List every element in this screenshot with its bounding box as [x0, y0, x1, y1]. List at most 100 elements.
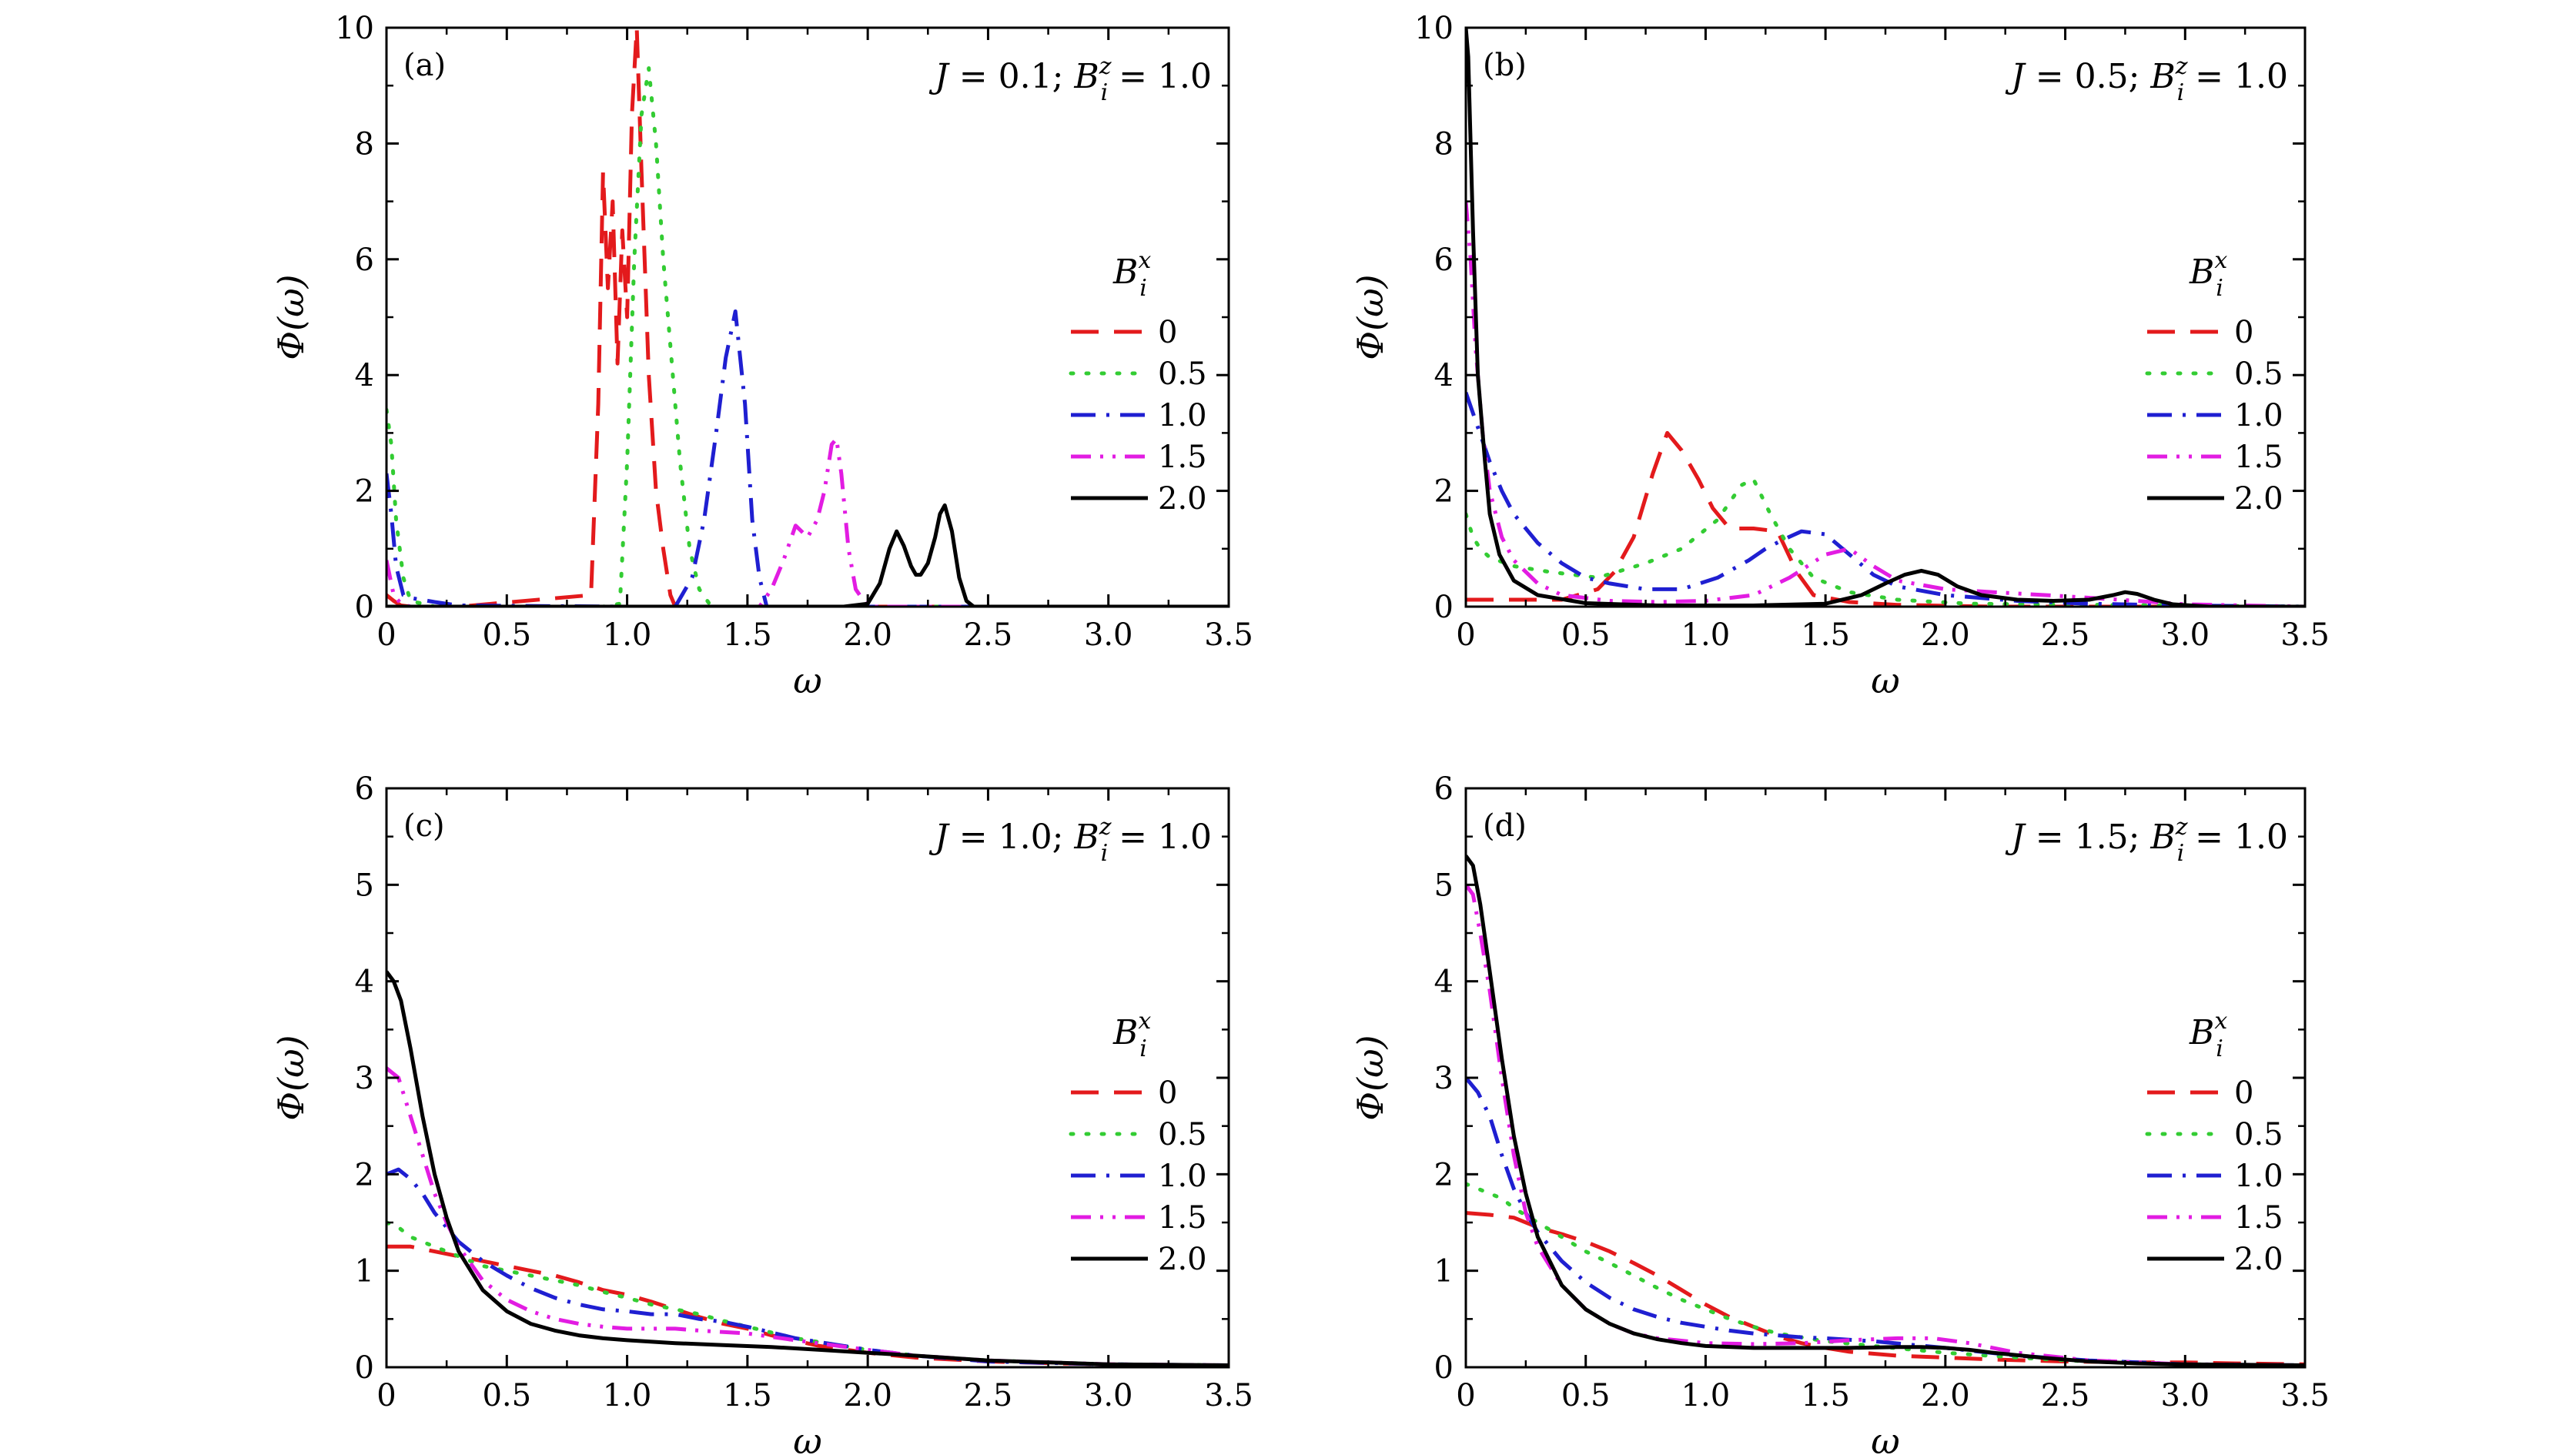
series-group	[386, 28, 1229, 607]
legend-label-1.5: 1.5	[1158, 440, 1207, 475]
legend-label-2.0: 2.0	[1158, 481, 1207, 517]
series-line-2.0	[1466, 855, 2305, 1367]
y-tick-label: 2	[1434, 474, 1454, 510]
series-line-0	[1466, 430, 2305, 607]
plot-frame	[1464, 787, 2307, 1369]
legend-label-1.0: 1.0	[1158, 398, 1207, 433]
y-tick-label: 2	[355, 474, 374, 510]
x-tick-label: 3.0	[2160, 617, 2210, 653]
legend-title: Bx i	[2189, 1008, 2227, 1062]
legend-title: Bx i	[2189, 247, 2227, 302]
y-tick-label: 10	[335, 11, 374, 46]
x-tick-label: 0.5	[482, 617, 531, 653]
legend-label-0.5: 0.5	[2234, 1117, 2283, 1152]
x-tick-label: 2.0	[843, 617, 892, 653]
chart-panel-3: 0 0.5 1.0 1.5 2.0 2.5 3.0 3.5 0 1 2 3 4 5 6 ω Φ(ω) (d) J =…	[1350, 771, 2330, 1455]
series-line-1.5	[1466, 883, 2305, 1367]
y-axis-label: Φ(ω)	[270, 1035, 312, 1120]
x-tick-label: 3.5	[2280, 1378, 2330, 1413]
legend-label-2.0: 2.0	[2234, 1242, 2283, 1277]
x-tick-label: 0.5	[1561, 617, 1611, 653]
legend: Bx i0 0.5 1.0 1.5 2.0	[1069, 247, 1207, 517]
series-line-1.0	[1466, 1076, 2305, 1367]
series-group	[1466, 855, 2305, 1367]
legend-title: Bx i	[1112, 1008, 1151, 1062]
y-tick-label: 5	[1434, 868, 1454, 903]
x-tick-label: 2.0	[1921, 1378, 1970, 1413]
chart-panel-2: 0 0.5 1.0 1.5 2.0 2.5 3.0 3.5 0 1 2 3 4 5 6 ω Φ(ω) (c) J =…	[270, 771, 1253, 1455]
x-tick-label: 3.5	[1204, 1378, 1253, 1413]
x-tick-label: 2.5	[964, 1378, 1013, 1413]
series-line-0	[386, 28, 1229, 607]
x-tick-label: 3.5	[1204, 617, 1253, 653]
x-tick-label: 0	[376, 617, 396, 653]
y-tick-label: 0	[1434, 1350, 1454, 1386]
series-line-1.0	[386, 1167, 1229, 1367]
x-tick-label: 1.0	[1681, 617, 1731, 653]
panel-label: (d)	[1483, 808, 1527, 844]
x-tick-label: 0	[1456, 617, 1475, 653]
legend-label-1.5: 1.5	[1158, 1200, 1207, 1236]
y-tick-label: 10	[1414, 11, 1454, 46]
y-tick-label: 6	[355, 771, 374, 807]
x-axis-label: ω	[793, 1420, 822, 1455]
series-group	[386, 970, 1229, 1367]
x-axis-label: ω	[793, 660, 822, 701]
panel-label: (c)	[403, 808, 445, 844]
parameter-annotation: J = 0.1; Bz i = 1.0	[928, 53, 1212, 106]
y-tick-label: 6	[355, 242, 374, 278]
series-line-1.5	[386, 436, 1229, 607]
legend-label-1.5: 1.5	[2234, 440, 2283, 475]
legend-label-0: 0	[1158, 1075, 1177, 1111]
y-tick-label: 4	[355, 965, 374, 1000]
legend-label-0.5: 0.5	[1158, 356, 1207, 392]
y-tick-label: 6	[1434, 242, 1454, 278]
panel-label: (b)	[1483, 48, 1527, 83]
x-axis-label: ω	[1871, 1420, 1900, 1455]
x-tick-label: 3.5	[2280, 617, 2330, 653]
panel-label: (a)	[403, 48, 446, 83]
legend-label-0: 0	[2234, 1075, 2253, 1111]
legend-label-0: 0	[1158, 315, 1177, 350]
legend-label-0: 0	[2234, 315, 2253, 350]
chart-panel-1: 0 0.5 1.0 1.5 2.0 2.5 3.0 3.5 0 2 4 6 8 10 ω Φ(ω) (b) J =…	[1350, 11, 2330, 701]
y-tick-label: 8	[355, 126, 374, 162]
legend-label-1.0: 1.0	[2234, 398, 2283, 433]
y-tick-label: 4	[355, 358, 374, 393]
y-tick-label: 4	[1434, 358, 1454, 393]
y-tick-label: 5	[355, 868, 374, 903]
x-tick-label: 0.5	[1561, 1378, 1611, 1413]
legend: Bx i0 0.5 1.0 1.5 2.0	[1069, 1008, 1207, 1277]
y-tick-label: 0	[355, 590, 374, 625]
series-line-2.0	[1466, 28, 2305, 607]
y-tick-label: 2	[355, 1157, 374, 1192]
y-tick-label: 1	[1434, 1254, 1454, 1289]
series-line-0.5	[386, 66, 1229, 607]
legend-label-1.5: 1.5	[2234, 1200, 2283, 1236]
series-line-2.0	[386, 503, 1229, 607]
series-line-0.5	[1466, 477, 2305, 607]
series-line-1.0	[1466, 391, 2305, 607]
legend: Bx i0 0.5 1.0 1.5 2.0	[2145, 247, 2283, 517]
legend-label-1.0: 1.0	[1158, 1159, 1207, 1194]
y-tick-label: 0	[1434, 590, 1454, 625]
x-tick-label: 2.5	[964, 617, 1013, 653]
parameter-annotation: J = 1.5; Bz i = 1.0	[2005, 814, 2288, 867]
parameter-annotation: J = 0.5; Bz i = 1.0	[2005, 53, 2288, 106]
x-tick-label: 2.5	[2041, 1378, 2090, 1413]
x-tick-label: 0.5	[482, 1378, 531, 1413]
y-tick-label: 3	[1434, 1061, 1454, 1096]
y-axis-label: Φ(ω)	[1350, 1035, 1391, 1120]
x-tick-label: 1.0	[1681, 1378, 1731, 1413]
x-tick-label: 3.0	[2160, 1378, 2210, 1413]
y-tick-label: 4	[1434, 965, 1454, 1000]
x-tick-label: 2.5	[2041, 617, 2090, 653]
series-line-1.0	[386, 309, 1229, 607]
y-tick-label: 2	[1434, 1157, 1454, 1192]
x-tick-label: 1.0	[603, 617, 652, 653]
legend-label-2.0: 2.0	[2234, 481, 2283, 517]
legend-label-0.5: 0.5	[2234, 356, 2283, 392]
x-tick-label: 0	[1456, 1378, 1475, 1413]
plot-frame	[385, 26, 1230, 608]
